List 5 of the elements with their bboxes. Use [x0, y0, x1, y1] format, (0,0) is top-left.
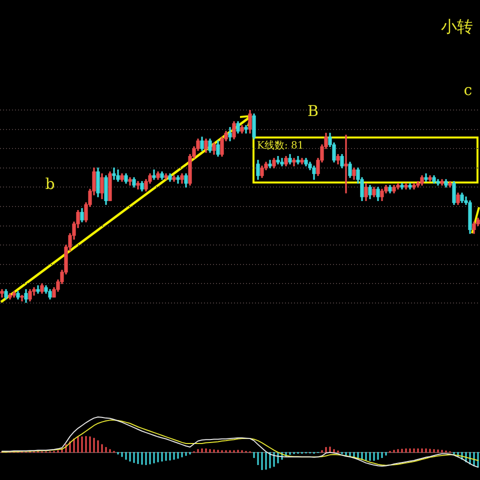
annotation: B: [307, 102, 319, 120]
text: c: [464, 80, 472, 99]
text: 小转: [441, 17, 473, 36]
annotation: b: [45, 174, 55, 193]
annotation: K线数: 81: [257, 140, 304, 152]
